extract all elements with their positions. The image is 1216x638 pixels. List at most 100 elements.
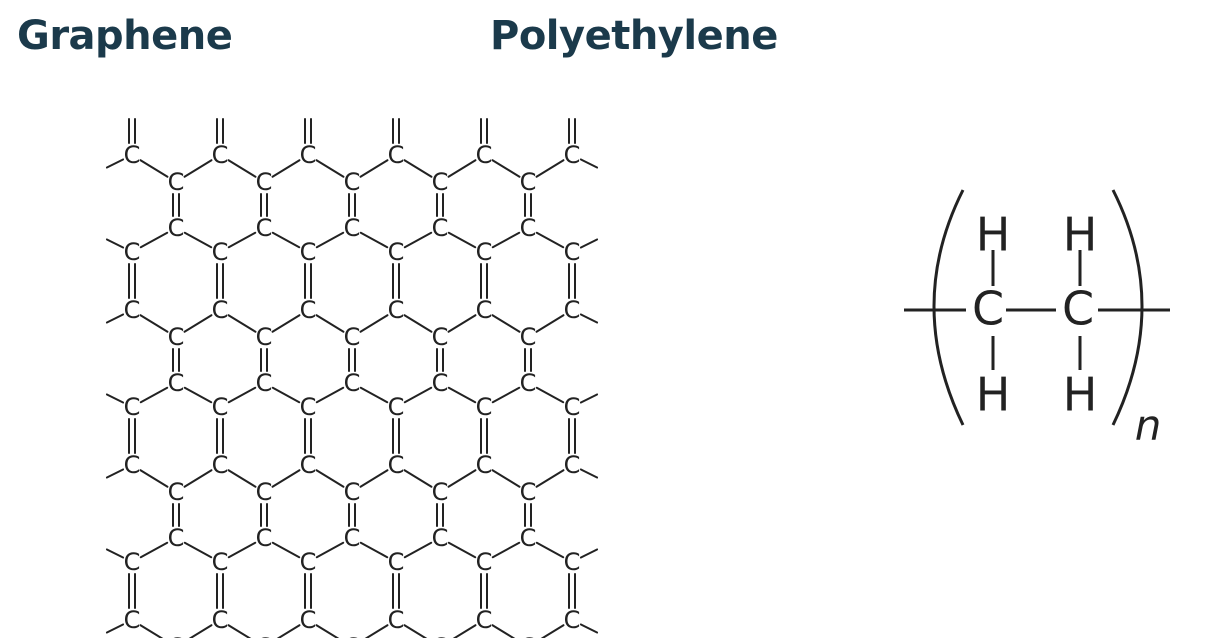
single-bond	[491, 386, 521, 404]
carbon-atom: C	[300, 393, 317, 421]
single-bond	[227, 314, 257, 333]
single-bond	[535, 386, 565, 404]
single-bond	[105, 548, 125, 559]
carbon-atom: C	[388, 606, 405, 634]
single-bond	[403, 159, 433, 178]
single-bond	[447, 469, 477, 488]
single-bond	[105, 468, 125, 479]
carbon-atom: C	[564, 296, 581, 324]
single-bond	[403, 624, 428, 638]
single-bond	[105, 393, 125, 404]
single-bond	[359, 159, 389, 178]
carbon-atom: C	[168, 369, 185, 397]
carbon-atom: C	[124, 606, 141, 634]
carbon-atom: C	[564, 238, 581, 266]
single-bond	[139, 624, 164, 638]
single-bond	[271, 159, 301, 178]
single-bond	[227, 624, 252, 638]
carbon-atom: C	[212, 393, 229, 421]
carbon-atom: C	[300, 548, 317, 576]
single-bond	[183, 159, 213, 178]
carbon-atom: C	[564, 393, 581, 421]
single-bond	[271, 386, 301, 404]
carbon-atom: C	[476, 296, 493, 324]
single-bond	[315, 314, 345, 333]
single-bond	[105, 158, 125, 169]
carbon-atom: C	[476, 606, 493, 634]
carbon-atom: C	[212, 296, 229, 324]
single-bond	[139, 159, 169, 178]
single-bond	[535, 541, 565, 559]
carbon-atom: C	[564, 606, 581, 634]
single-bond	[359, 541, 389, 559]
single-bond	[227, 469, 257, 488]
carbon-atom: C	[476, 548, 493, 576]
single-bond	[105, 238, 125, 249]
single-bond	[139, 314, 169, 333]
carbon-atom: C	[168, 168, 185, 196]
single-bond	[271, 541, 301, 559]
single-bond	[227, 541, 257, 559]
carbon-atom: C	[520, 633, 537, 638]
single-bond	[139, 386, 169, 404]
single-bond	[359, 469, 389, 488]
single-bond	[535, 314, 565, 333]
carbon-atom: C	[124, 393, 141, 421]
carbon-atom: C	[300, 451, 317, 479]
graphene-bonds	[105, 118, 599, 638]
carbon-atom: C	[564, 548, 581, 576]
carbon-atom: C	[256, 524, 273, 552]
single-bond	[271, 314, 301, 333]
single-bond	[491, 159, 521, 178]
single-bond	[315, 386, 345, 404]
carbon-atom: C	[168, 214, 185, 242]
single-bond	[359, 314, 389, 333]
carbon-atom: C	[256, 633, 273, 638]
left-bracket	[932, 189, 965, 426]
graphene-title: Graphene	[17, 13, 233, 59]
carbon-atom: C	[300, 141, 317, 169]
single-bond	[183, 314, 213, 333]
carbon-atom: C	[344, 478, 361, 506]
carbon-atom: C	[388, 141, 405, 169]
carbon-atom: C	[168, 633, 185, 638]
single-bond	[579, 393, 599, 404]
single-bond	[315, 231, 345, 249]
single-bond	[491, 624, 516, 638]
single-bond	[403, 469, 433, 488]
carbon-atom: C	[344, 633, 361, 638]
carbon-atom: C	[520, 524, 537, 552]
carbon-atom: C	[388, 393, 405, 421]
carbon-atom: C	[256, 168, 273, 196]
right-bracket	[1111, 189, 1144, 426]
carbon-atom: C	[124, 238, 141, 266]
carbon-atom: C	[388, 296, 405, 324]
carbon-atom: C	[520, 168, 537, 196]
single-bond	[271, 469, 301, 488]
single-bond	[403, 541, 433, 559]
carbon-atom: C	[432, 214, 449, 242]
single-bond	[579, 623, 599, 634]
carbon-atom: C	[432, 323, 449, 351]
carbon-atom: C	[168, 323, 185, 351]
single-bond	[535, 231, 565, 249]
single-bond	[227, 386, 257, 404]
single-bond	[183, 231, 213, 249]
carbon-atom: C	[432, 478, 449, 506]
single-bond	[105, 623, 125, 634]
single-bond	[447, 386, 477, 404]
carbon-atom: C	[344, 214, 361, 242]
carbon-atom: C	[388, 238, 405, 266]
hydrogen-top-right: H	[1063, 208, 1098, 262]
carbon-atom: C	[124, 296, 141, 324]
carbon-atom: C	[256, 214, 273, 242]
single-bond	[315, 159, 345, 178]
carbon-atom: C	[212, 238, 229, 266]
carbon-atom: C	[476, 393, 493, 421]
single-bond	[491, 541, 521, 559]
carbon-atom: C	[344, 369, 361, 397]
carbon-atom: C	[344, 323, 361, 351]
single-bond	[188, 624, 213, 638]
carbon-atom: C	[344, 168, 361, 196]
